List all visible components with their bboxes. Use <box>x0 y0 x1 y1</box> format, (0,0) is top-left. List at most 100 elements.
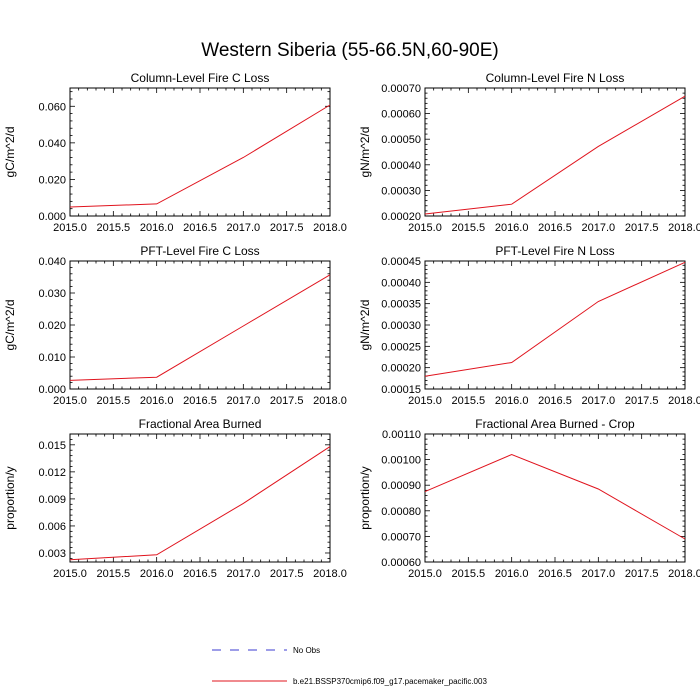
x-tick-label: 2016.5 <box>538 222 572 234</box>
panel-fractional-area-burned: Fractional Area Burned proportion/y 2015.0… <box>3 417 347 580</box>
panel-title: PFT-Level Fire C Loss <box>140 244 259 258</box>
y-tick-label: 0.000 <box>38 384 66 396</box>
x-tick-label: 2017.5 <box>270 395 304 407</box>
x-tick-label: 2016.5 <box>538 568 572 580</box>
y-tick-label: 0.00040 <box>381 160 421 172</box>
series-line <box>424 95 686 215</box>
y-tick-label: 0.009 <box>38 494 66 506</box>
x-tick-label: 2015.0 <box>53 395 87 407</box>
x-tick-label: 2016.0 <box>140 395 174 407</box>
figure-title: Western Siberia (55-66.5N,60-90E) <box>201 40 498 61</box>
x-tick-label: 2015.5 <box>452 395 486 407</box>
y-tick-label: 0.010 <box>38 352 66 364</box>
x-tick-label: 2017.5 <box>270 568 304 580</box>
x-tick-label: 2017.0 <box>227 222 261 234</box>
plot-frame <box>424 87 686 217</box>
x-tick-label: 2016.0 <box>140 222 174 234</box>
y-tick-label: 0.00060 <box>381 557 421 569</box>
y-tick-label: 0.030 <box>38 288 66 300</box>
x-tick-label: 2015.0 <box>53 568 87 580</box>
y-axis-label: gC/m^2/d <box>3 127 17 178</box>
y-tick-label: 0.020 <box>38 320 66 332</box>
panel-title: Fractional Area Burned - Crop <box>475 417 635 431</box>
plot-frame <box>424 433 686 563</box>
y-tick-label: 0.040 <box>38 256 66 268</box>
plot-frame <box>69 433 331 563</box>
x-tick-label: 2018.0 <box>668 395 700 407</box>
legend: No Obs b.e21.BSSP370cmip6.f09_g17.pacema… <box>212 646 487 686</box>
y-tick-label: 0.00070 <box>381 83 421 95</box>
x-tick-label: 2016.0 <box>495 395 529 407</box>
panel-fractional-area-burned-crop: Fractional Area Burned - Crop proportion/… <box>358 417 700 580</box>
x-tick-label: 2017.5 <box>625 395 659 407</box>
x-tick-label: 2015.0 <box>53 222 87 234</box>
y-tick-label: 0.00100 <box>381 455 421 467</box>
x-tick-label: 2015.0 <box>408 222 442 234</box>
y-tick-label: 0.00045 <box>381 256 421 268</box>
x-tick-label: 2017.0 <box>582 222 616 234</box>
y-tick-label: 0.000 <box>38 211 66 223</box>
panel-column-level-fire-n-loss: Column-Level Fire N Loss gN/m^2/d 2015.0 20… <box>358 71 700 234</box>
x-tick-label: 2016.0 <box>495 568 529 580</box>
y-tick-label: 0.00020 <box>381 211 421 223</box>
y-tick-label: 0.00050 <box>381 134 421 146</box>
y-tick-label: 0.040 <box>38 138 66 150</box>
x-tick-label: 2018.0 <box>313 222 347 234</box>
y-tick-label: 0.00080 <box>381 506 421 518</box>
y-axis-label: proportion/y <box>358 466 372 529</box>
y-tick-label: 0.00090 <box>381 480 421 492</box>
plot-frame <box>69 87 331 217</box>
y-axis-label: gC/m^2/d <box>3 300 17 351</box>
x-tick-label: 2017.0 <box>582 395 616 407</box>
x-tick-label: 2017.5 <box>625 568 659 580</box>
x-tick-label: 2017.0 <box>227 568 261 580</box>
y-tick-label: 0.00020 <box>381 363 421 375</box>
x-tick-label: 2016.5 <box>538 395 572 407</box>
series-line <box>69 446 331 561</box>
x-tick-label: 2017.0 <box>582 568 616 580</box>
plot-frame <box>69 260 331 390</box>
x-tick-label: 2016.5 <box>183 222 217 234</box>
y-tick-label: 0.00040 <box>381 277 421 289</box>
legend-label-model: b.e21.BSSP370cmip6.f09_g17.pacemaker_pac… <box>293 677 487 686</box>
series-line <box>69 104 331 208</box>
y-tick-label: 0.00015 <box>381 384 421 396</box>
x-tick-label: 2016.5 <box>183 568 217 580</box>
series-line <box>424 453 686 540</box>
panel-title: Column-Level Fire N Loss <box>486 71 625 85</box>
y-tick-label: 0.060 <box>38 101 66 113</box>
panel-pft-level-fire-n-loss: PFT-Level Fire N Loss gN/m^2/d 2015.0 2015.… <box>358 244 700 407</box>
x-tick-label: 2016.0 <box>140 568 174 580</box>
x-tick-label: 2018.0 <box>313 395 347 407</box>
y-tick-label: 0.00110 <box>382 429 421 441</box>
y-tick-label: 0.00025 <box>381 341 421 353</box>
y-tick-label: 0.00070 <box>381 531 421 543</box>
y-tick-label: 0.015 <box>38 440 66 452</box>
y-axis-label: proportion/y <box>3 466 17 529</box>
legend-label-no-obs: No Obs <box>293 646 320 655</box>
x-tick-label: 2015.5 <box>97 395 131 407</box>
y-tick-label: 0.00060 <box>381 109 421 121</box>
panel-title: PFT-Level Fire N Loss <box>495 244 614 258</box>
y-tick-label: 0.003 <box>38 548 66 560</box>
panel-pft-level-fire-c-loss: PFT-Level Fire C Loss gC/m^2/d 2015.0 2015.… <box>3 244 347 407</box>
x-tick-label: 2015.5 <box>452 568 486 580</box>
x-tick-label: 2015.0 <box>408 395 442 407</box>
series-line <box>69 274 331 381</box>
series-line <box>424 261 686 377</box>
panel-column-level-fire-c-loss: Column-Level Fire C Loss gC/m^2/d 2015.0 20… <box>3 71 347 234</box>
x-tick-label: 2018.0 <box>668 568 700 580</box>
y-tick-label: 0.006 <box>38 521 66 533</box>
y-axis-label: gN/m^2/d <box>358 300 372 351</box>
y-tick-label: 0.00030 <box>381 320 421 332</box>
x-tick-label: 2017.0 <box>227 395 261 407</box>
x-tick-label: 2018.0 <box>668 222 700 234</box>
x-tick-label: 2017.5 <box>625 222 659 234</box>
y-tick-label: 0.00030 <box>381 185 421 197</box>
panel-title: Fractional Area Burned <box>139 417 262 431</box>
x-tick-label: 2017.5 <box>270 222 304 234</box>
y-axis-label: gN/m^2/d <box>358 127 372 178</box>
x-tick-label: 2018.0 <box>313 568 347 580</box>
x-tick-label: 2016.0 <box>495 222 529 234</box>
